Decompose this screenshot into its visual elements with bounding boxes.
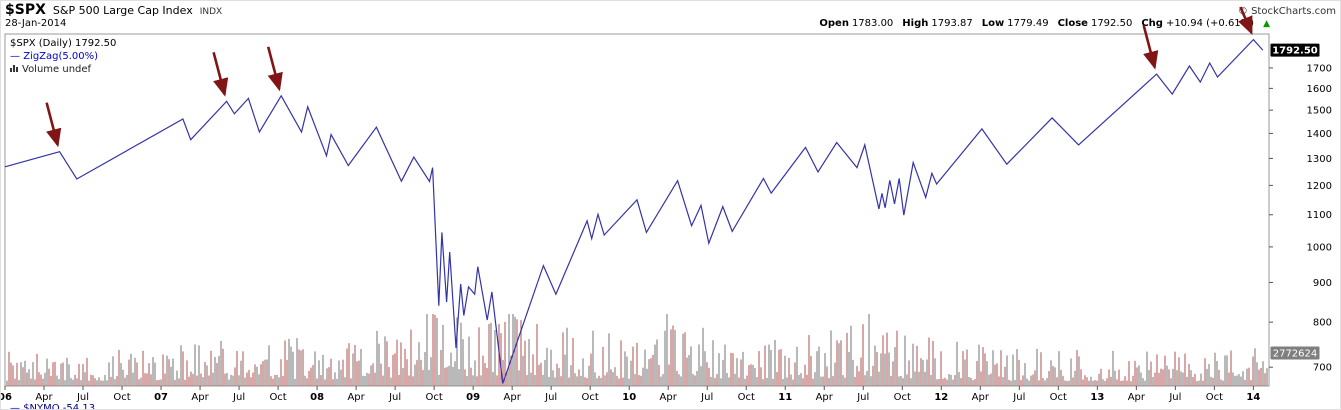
x-axis-label: Apr: [347, 392, 365, 403]
y-axis-label: 1500: [1307, 106, 1332, 117]
low-group: Low 1779.49: [982, 18, 1049, 29]
close-value: 1792.50: [1090, 18, 1133, 29]
x-axis-label: Jul: [388, 392, 401, 403]
lower-legend-label: $NYMO -54.13: [23, 403, 96, 410]
high-value: 1793.87: [931, 18, 973, 29]
last-price-tag: [1270, 43, 1320, 57]
x-axis-label: Apr: [504, 392, 522, 403]
x-axis-label: Oct: [425, 392, 442, 403]
y-axis-label: 1400: [1307, 129, 1332, 140]
x-axis-label: Apr: [660, 392, 678, 403]
open-label: Open: [819, 18, 849, 29]
volume-bars: [6, 314, 1268, 386]
annotation-arrow: [266, 46, 283, 92]
legend-line-dash-icon: —: [10, 51, 20, 62]
last-price-tag-label: 1792.50: [1272, 46, 1318, 57]
annotation-arrow: [45, 102, 62, 148]
change-label: Chg: [1141, 18, 1163, 29]
open-value: 1783.00: [851, 18, 894, 29]
x-axis-label: 12: [934, 392, 948, 403]
x-axis-label: 11: [778, 392, 792, 403]
y-axis-label: 700: [1313, 363, 1332, 374]
x-axis-label: Apr: [1128, 392, 1146, 403]
x-axis-label: Oct: [1206, 392, 1223, 403]
high-label: High: [902, 18, 929, 29]
x-axis-label: 07: [154, 392, 168, 403]
y-axis-label: 900: [1313, 278, 1332, 289]
x-axis-label: Oct: [582, 392, 599, 403]
close-label: Close: [1057, 18, 1088, 29]
lower-legend-line-dash-icon: —: [10, 403, 20, 410]
legend-zigzag: — ZigZag(5.00%): [10, 50, 116, 63]
ticker-symbol: $SPX: [5, 2, 46, 18]
stockcharts-link[interactable]: © StockCharts.com: [1237, 6, 1336, 17]
y-axis-label: 1100: [1307, 210, 1332, 221]
y-axis: 700 800 900 1000 1100 1200 1300 1400 1500 1600 170…: [1269, 63, 1332, 374]
low-label: Low: [981, 18, 1005, 29]
lower-panel-legend: — $NYMO -54.13: [10, 402, 96, 410]
legend-zigzag-label: ZigZag(5.00%): [23, 51, 99, 62]
x-axis-label: 08: [310, 392, 324, 403]
open-group: Open 1783.00: [819, 18, 893, 29]
chart-date: 28-Jan-2014: [5, 18, 67, 29]
last-volume-tag: [1270, 346, 1320, 360]
close-group: Close 1792.50: [1058, 18, 1133, 29]
x-axis-label: Jul: [700, 392, 713, 403]
x-axis-label: Oct: [1050, 392, 1067, 403]
ohlc-quote: Open 1783.00 High 1793.87 Low 1779.49 Close…: [819, 18, 1270, 29]
x-axis-label: 14: [1246, 392, 1260, 403]
y-axis-label: 1300: [1307, 154, 1332, 165]
x-axis-label: Apr: [191, 392, 209, 403]
x-axis: 06AprJulOct07AprJulOct08AprJulOct09AprJu…: [1, 386, 1260, 403]
annotation-arrow: [212, 51, 229, 97]
x-axis-label: Jul: [1168, 392, 1181, 403]
x-axis-label: Jul: [232, 392, 245, 403]
last-volume-tag-label: 2772624: [1273, 349, 1318, 360]
y-axis-label: 1700: [1307, 63, 1332, 74]
legend-volume: Volume undef: [10, 63, 116, 76]
x-axis-label: Oct: [113, 392, 130, 403]
x-axis-label: 09: [466, 392, 480, 403]
low-value: 1779.49: [1007, 18, 1049, 29]
chart-legend: $SPX (Daily) 1792.50 — ZigZag(5.00%) Vol…: [10, 37, 116, 76]
change-group: Chg +10.94 (+0.61%): [1141, 18, 1254, 29]
x-axis-label: Oct: [894, 392, 911, 403]
volume-bars-icon: [10, 63, 19, 76]
y-axis-label: 1600: [1307, 84, 1332, 95]
x-axis-label: Oct: [269, 392, 286, 403]
x-axis-label: Apr: [972, 392, 990, 403]
legend-symbol-price: $SPX (Daily) 1792.50: [10, 38, 117, 49]
x-axis-label: Jul: [544, 392, 557, 403]
index-name: S&P 500 Large Cap Index: [52, 4, 193, 17]
x-axis-label: Oct: [738, 392, 755, 403]
plot-frame: [4, 33, 1270, 387]
change-value: +10.94 (+0.61%): [1165, 18, 1255, 29]
exchange-label: INDX: [199, 7, 223, 17]
quote-row: 28-Jan-2014 Open 1783.00 High 1793.87 Low 1…: [5, 18, 1270, 29]
legend-volume-label: Volume undef: [22, 64, 92, 75]
annotation-arrow: [1142, 24, 1159, 70]
change-up-icon: ▲: [1263, 19, 1270, 29]
high-group: High 1793.87: [902, 18, 972, 29]
x-axis-label: Jul: [1012, 392, 1025, 403]
chart-header: $SPX S&P 500 Large Cap Index INDX © Stoc…: [5, 2, 1336, 18]
y-axis-label: 1200: [1307, 181, 1332, 192]
y-axis-label: 800: [1313, 318, 1332, 329]
x-axis-label: 13: [1090, 392, 1104, 403]
zigzag-line: [4, 38, 1264, 384]
x-axis-label: 10: [622, 392, 636, 403]
x-axis-label: Jul: [856, 392, 869, 403]
x-axis-label: Apr: [816, 392, 834, 403]
y-axis-label: 1000: [1307, 242, 1332, 253]
